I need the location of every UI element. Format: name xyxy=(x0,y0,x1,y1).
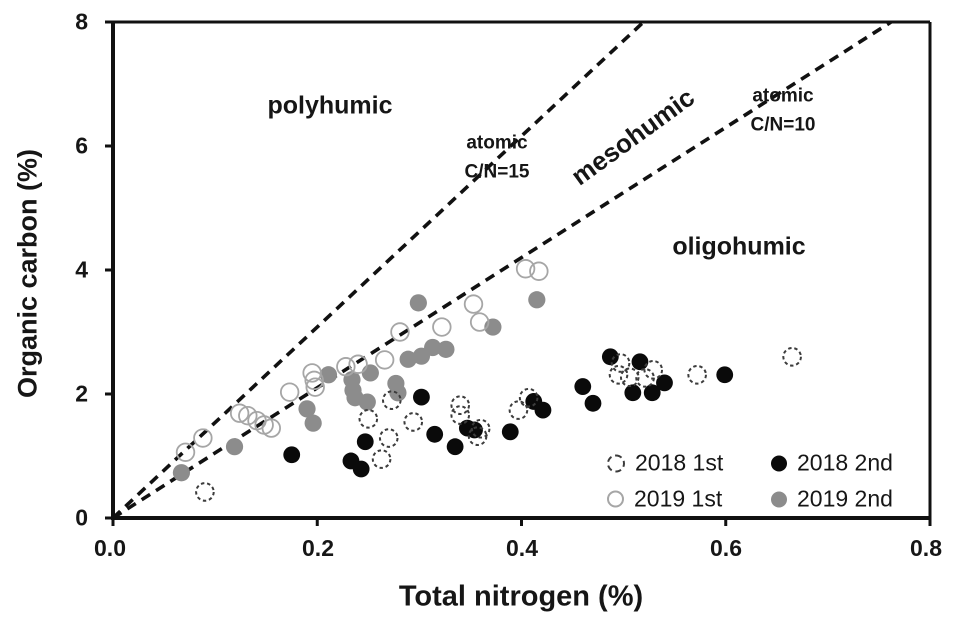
point-2018-2nd xyxy=(716,366,734,384)
point-2018-1st xyxy=(450,395,471,415)
point-2018-2nd xyxy=(584,394,602,412)
point-2018-2nd xyxy=(601,348,619,366)
point-2018-1st xyxy=(195,482,215,502)
point-2019-1st xyxy=(432,317,452,337)
point-2019-1st xyxy=(304,370,324,391)
legend-label: 2019 1st xyxy=(634,485,723,512)
point-2018-1st xyxy=(378,428,399,448)
point-2018-2nd xyxy=(446,438,464,456)
point-2019-1st xyxy=(336,357,356,377)
point-2018-2nd xyxy=(352,460,370,478)
point-2019-2nd xyxy=(358,393,376,411)
point-2019-2nd xyxy=(361,364,379,382)
point-2018-1st xyxy=(508,400,529,420)
point-2018-2nd xyxy=(413,388,430,406)
ref-line-cn15 xyxy=(111,20,645,520)
x-tick-label-02: 0.2 xyxy=(302,535,334,561)
point-2018-1st xyxy=(619,367,640,388)
point-2018-1st xyxy=(687,364,707,385)
point-2018-2nd xyxy=(624,384,642,402)
point-2018-1st xyxy=(782,347,802,367)
point-2018-2nd xyxy=(643,384,661,402)
point-2018-1st xyxy=(450,405,471,425)
point-2019-2nd xyxy=(399,350,417,368)
ref-line-cn10 xyxy=(112,20,893,520)
point-2019-1st xyxy=(469,312,490,332)
point-2019-2nd xyxy=(424,338,442,357)
point-2018-1st xyxy=(608,364,629,385)
point-2019-2nd xyxy=(528,291,546,309)
point-2018-1st xyxy=(470,418,491,439)
legend-item-2018-2nd: 2018 2nd xyxy=(771,450,893,477)
legend-label: 2019 2nd xyxy=(797,485,893,512)
legend-label: 2018 2nd xyxy=(797,449,893,476)
annotation-oligohumic: oligohumic xyxy=(672,232,806,261)
annotation-cn15: atomic C/N=15 xyxy=(464,132,530,183)
point-2019-2nd xyxy=(304,414,322,432)
annotation-polyhumic: polyhumic xyxy=(267,91,393,120)
point-2019-2nd xyxy=(225,438,244,456)
legend-item-2019-1st: 2019 1st xyxy=(607,486,722,513)
legend-label: 2018 1st xyxy=(635,449,724,476)
point-2018-1st xyxy=(518,387,539,408)
point-2018-2nd xyxy=(656,374,673,392)
y-tick-label-0: 0 xyxy=(75,504,88,531)
point-2018-2nd xyxy=(283,446,301,464)
point-2019-1st xyxy=(390,322,410,342)
point-2018-2nd xyxy=(501,423,519,441)
point-2019-1st xyxy=(238,406,258,426)
x-tick-label-08: 0.8 xyxy=(910,535,942,561)
y-tick-label-2: 2 xyxy=(75,380,88,407)
point-2019-2nd xyxy=(172,464,191,482)
point-2018-2nd xyxy=(631,353,649,371)
point-2018-1st xyxy=(358,409,379,429)
legend-marker-filled-gray-icon xyxy=(771,491,787,507)
legend-marker-open-dashed-icon xyxy=(607,454,625,472)
point-2018-2nd xyxy=(426,425,444,443)
point-2018-1st xyxy=(643,360,664,380)
x-tick-label-04: 0.4 xyxy=(506,535,538,561)
legend-item-2019-2nd: 2019 2nd xyxy=(771,486,893,513)
legend-marker-open-gray-icon xyxy=(607,490,624,508)
legend-marker-filled-black-icon xyxy=(771,455,787,471)
point-2019-1st xyxy=(529,261,549,281)
point-2018-1st xyxy=(610,353,631,373)
y-tick-label-6: 6 xyxy=(75,132,88,159)
point-2019-1st xyxy=(261,418,281,438)
point-2019-2nd xyxy=(298,400,316,418)
point-2019-1st xyxy=(279,382,300,402)
point-2019-2nd xyxy=(437,340,455,358)
y-tick-label-4: 4 xyxy=(75,256,88,283)
x-axis-title: Total nitrogen (%) xyxy=(398,580,644,613)
point-2019-1st xyxy=(348,354,368,374)
point-2018-2nd xyxy=(466,421,483,439)
point-2018-1st xyxy=(403,412,424,432)
y-axis-title: Organic carbon (%) xyxy=(12,148,43,399)
point-2018-1st xyxy=(382,390,402,411)
point-2019-1st xyxy=(193,428,213,448)
annotation-cn10: atomic C/N=10 xyxy=(750,85,816,136)
point-2019-2nd xyxy=(409,294,427,312)
legend-item-2018-1st: 2018 1st xyxy=(607,450,723,477)
point-2019-1st xyxy=(229,403,250,423)
point-2018-1st xyxy=(371,449,392,469)
point-2019-1st xyxy=(374,350,395,370)
point-2019-2nd xyxy=(389,384,407,402)
point-2018-2nd xyxy=(574,378,592,395)
x-tick-label-00: 0.0 xyxy=(94,535,126,561)
point-2019-2nd xyxy=(319,366,338,384)
point-2019-1st xyxy=(302,363,322,383)
point-2018-2nd xyxy=(534,401,552,419)
y-tick-label-8: 8 xyxy=(75,8,88,35)
point-2019-1st xyxy=(515,259,536,279)
point-2019-1st xyxy=(463,294,484,314)
point-2019-1st xyxy=(175,442,196,462)
point-2019-1st xyxy=(305,377,325,397)
point-2018-2nd xyxy=(356,433,374,451)
x-tick-label-06: 0.6 xyxy=(710,535,742,561)
